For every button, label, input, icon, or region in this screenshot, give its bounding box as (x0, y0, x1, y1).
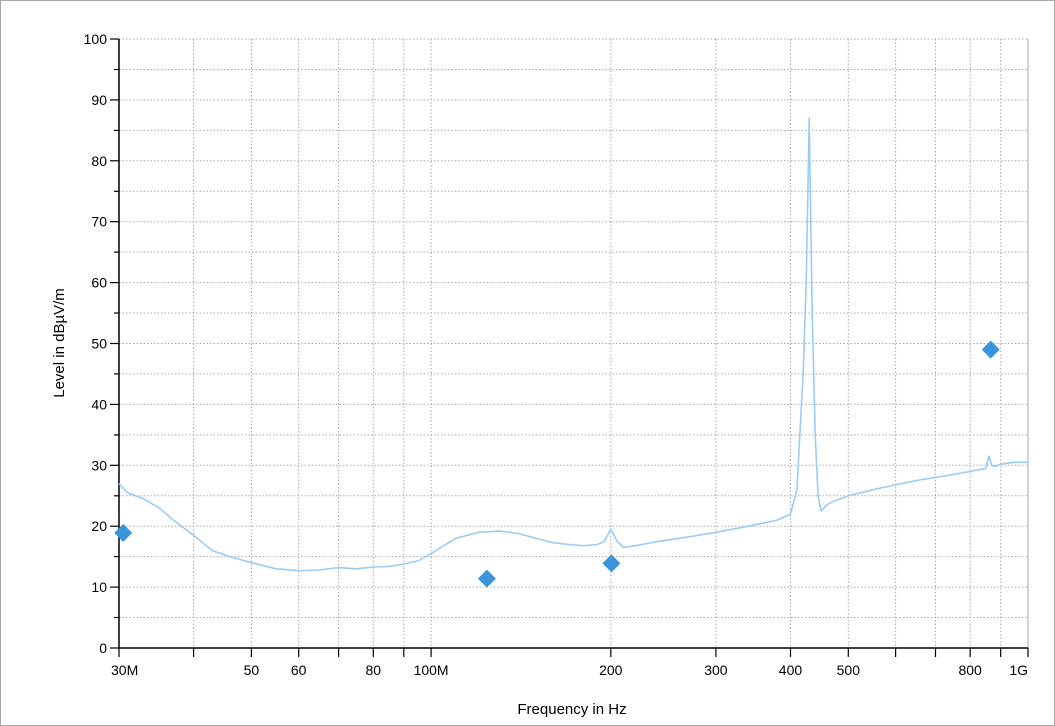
x-tick-labels: 30M 50 60 80 100M 200 300 400 500 800 1G (111, 662, 1028, 678)
y-tick-label: 100 (84, 31, 108, 47)
grid (119, 38, 1029, 648)
peak-marker (602, 554, 621, 573)
y-tick-label: 50 (91, 336, 107, 352)
x-axis-title: Frequency in Hz (517, 701, 626, 718)
y-tick-label: 40 (91, 396, 107, 412)
peak-marker (114, 523, 133, 542)
x-tick-label: 500 (837, 662, 861, 678)
x-tick-label: 200 (599, 662, 623, 678)
y-tick-label: 30 (91, 457, 107, 473)
x-tick-label: 60 (291, 662, 307, 678)
x-tick-label: 800 (958, 662, 982, 678)
axes (110, 38, 1029, 657)
y-tick-label: 60 (91, 275, 107, 291)
y-axis-title: Level in dBµV/m (51, 288, 68, 398)
series-line (118, 117, 1028, 572)
y-tick-labels: 0 10 20 30 40 50 60 70 80 90 100 (84, 31, 108, 656)
x-tick-label: 400 (779, 662, 803, 678)
series-layer (118, 117, 1028, 572)
peak-marker (981, 340, 1000, 359)
y-tick-label: 80 (91, 153, 107, 169)
marker-layer (114, 340, 1000, 588)
y-tick-label: 10 (91, 579, 107, 595)
x-tick-label: 300 (704, 662, 728, 678)
y-tick-label: 70 (91, 214, 107, 230)
x-tick-label: 100M (414, 662, 449, 678)
y-tick-label: 20 (91, 518, 107, 534)
x-tick-label: 50 (244, 662, 260, 678)
peak-marker (477, 569, 496, 588)
x-tick-label: 80 (365, 662, 381, 678)
y-tick-label: 90 (91, 92, 107, 108)
x-tick-label: 1G (1009, 662, 1028, 678)
y-tick-label: 0 (99, 640, 107, 656)
x-tick-label: 30M (111, 662, 138, 678)
